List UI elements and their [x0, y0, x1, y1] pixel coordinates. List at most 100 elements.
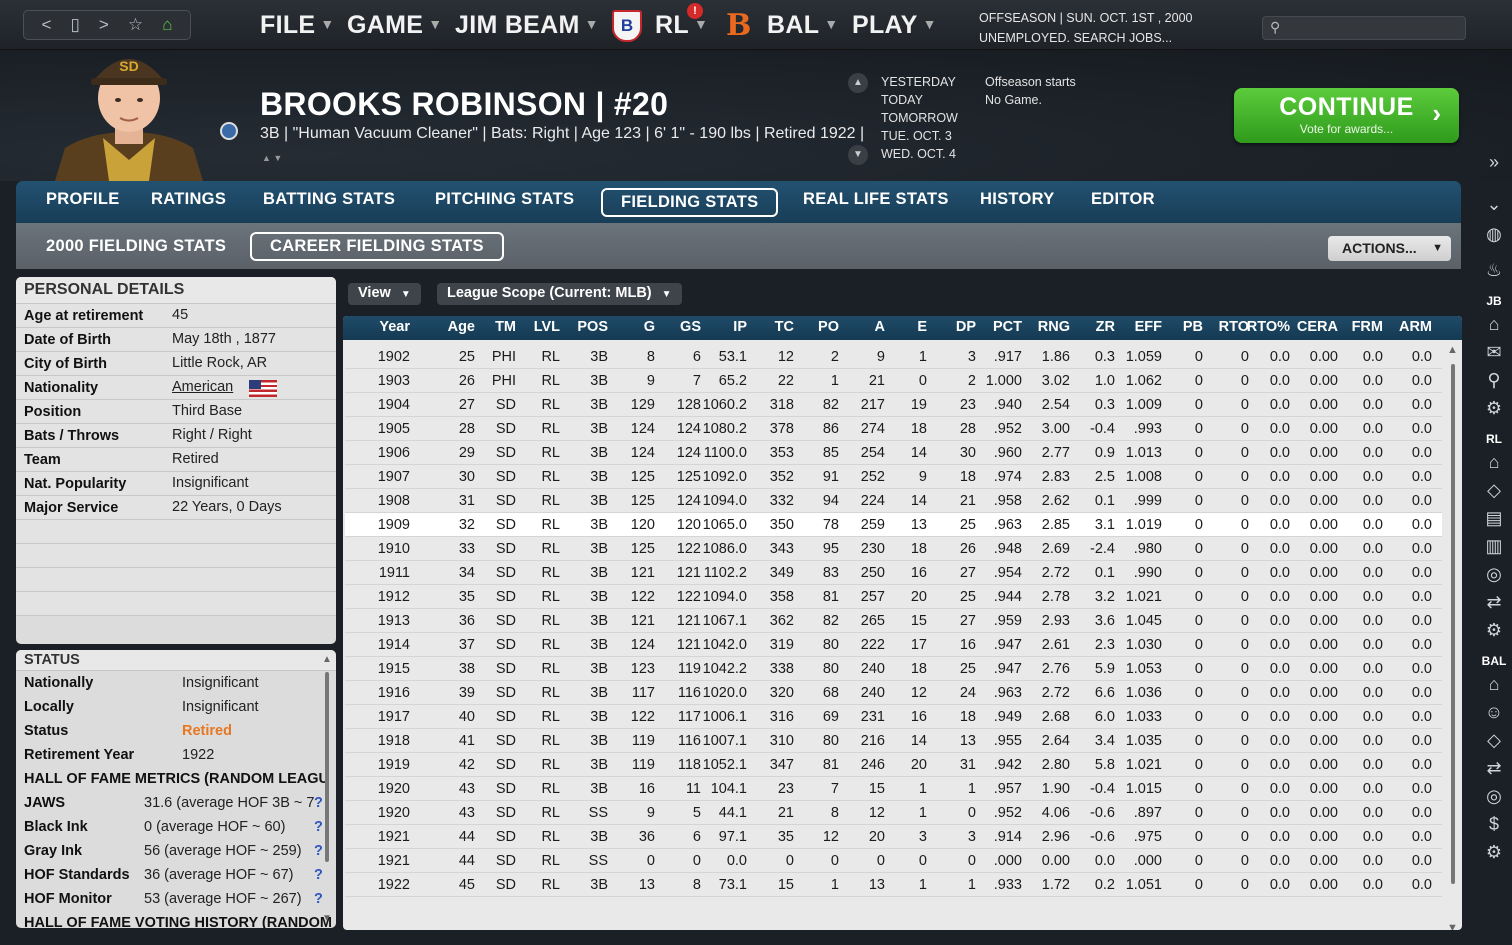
table-row[interactable]: 1921 44 SD RL 3B 36 6 97.1 35 12 20 3 3 .914 2.96 -0.6.… [345, 825, 1442, 849]
gear-icon[interactable]: ⚙ [1485, 620, 1503, 640]
column-header[interactable]: TC [774, 319, 794, 335]
table-row[interactable]: 1917 40 SD RL 3B 122 117 1006.1 316 69 231 16 18 .949… [345, 705, 1442, 729]
column-header[interactable]: G [643, 319, 655, 335]
menu-league[interactable]: RL ▼ [655, 11, 709, 39]
chevron-down-icon[interactable]: ⌄ [1486, 194, 1502, 214]
table-row[interactable]: 1911 34 SD RL 3B 121 121 1102.2 349 83 250 16 27.954… [345, 561, 1442, 585]
table-row[interactable]: 1907 30 SD RL 3B 125 125 1092.0 352 91 252 9 18.974 2… [345, 465, 1442, 489]
table-row[interactable]: 1918 41 SD RL 3B 119 116 1007.1 310 80 216 14 13 .955… [345, 729, 1442, 753]
menu-team[interactable]: BAL ▼ [767, 11, 839, 39]
column-header[interactable]: ZR [1095, 319, 1115, 335]
table-row[interactable]: 1920 43 SD RL SS 9 5 44.1 21 8 12 1 0 .952 4.06 -0.6 .89… [345, 801, 1442, 825]
column-header[interactable]: CERA [1296, 319, 1338, 335]
column-header[interactable]: RTO% [1246, 319, 1290, 335]
column-header[interactable]: Age [447, 319, 475, 335]
lightbulb-icon[interactable]: ♨ [1485, 260, 1503, 280]
table-row[interactable]: 1921 44 SD RL SS 0 0 0.0 0 0 0 0 0.000 0.00 0.0.000 0 0 0… [345, 849, 1442, 873]
day-yesterday[interactable]: YESTERDAY [881, 75, 956, 89]
column-header[interactable]: Year [379, 319, 410, 335]
home-icon[interactable]: ⌂ [1488, 452, 1500, 472]
search-icon[interactable]: ⚲ [1487, 370, 1501, 390]
table-row[interactable]: 1922 45 SD RL 3B 13 8 73.1 15 1 13 1 1 .933 1.72 0.2 1.0… [345, 873, 1442, 897]
scrollbar[interactable]: ▲ ▼ [322, 654, 332, 924]
forward-icon[interactable]: > [98, 15, 109, 34]
bal-logo-icon[interactable]: B [726, 8, 752, 43]
tab-real-life-stats[interactable]: REAL LIFE STATS [803, 190, 949, 208]
roster-icon[interactable]: ☺ [1484, 702, 1504, 722]
home-icon[interactable]: ⌂ [162, 15, 173, 34]
search-input[interactable]: ⚲ [1262, 16, 1466, 40]
table-row[interactable]: 1905 28 SD RL 3B 124 124 1080.2 378 86 274 18 28.952… [345, 417, 1442, 441]
transactions-icon[interactable]: ⇄ [1486, 592, 1502, 612]
chevron-up-icon[interactable]: ▲ [1447, 344, 1458, 356]
menu-play[interactable]: PLAY ▼ [852, 11, 937, 39]
collapse-icon[interactable]: » [1488, 152, 1499, 172]
diamond-icon[interactable]: ◇ [1487, 480, 1501, 500]
column-header[interactable]: GS [680, 319, 701, 335]
column-header[interactable]: PB [1182, 319, 1203, 335]
chevron-down-icon[interactable]: ▼ [322, 913, 332, 924]
window-icon[interactable]: ▯ [70, 15, 80, 34]
home-icon[interactable]: ⌂ [1488, 674, 1500, 694]
help-icon[interactable]: ? [314, 867, 323, 883]
rl-logo-icon[interactable]: B [612, 10, 642, 42]
column-header[interactable]: IP [733, 319, 747, 335]
table-row[interactable]: 1903 26 PHI RL 3B 9 7 65.2 22 1 21 0 2 1.000 3.02 1.0 1.… [345, 369, 1442, 393]
column-header[interactable]: LVL [533, 319, 560, 335]
table-row[interactable]: 1902 25 PHI RL 3B 8 6 53.1 12 2 9 1 3 .917 1.86 0.3 1.05… [345, 345, 1442, 369]
continue-button[interactable]: CONTINUE Vote for awards... › [1234, 88, 1459, 143]
column-header[interactable]: RNG [1037, 319, 1070, 335]
menu-manager[interactable]: JIM BEAM ▼ [455, 11, 599, 39]
tab-profile[interactable]: PROFILE [46, 190, 120, 208]
news-icon[interactable]: ▤ [1485, 508, 1503, 528]
subtab-season-fielding[interactable]: 2000 FIELDING STATS [46, 237, 227, 255]
column-header[interactable]: RTO [1218, 319, 1249, 335]
baseball-icon[interactable]: ◎ [1486, 786, 1502, 806]
star-icon[interactable]: ☆ [127, 15, 144, 34]
tab-pitching-stats[interactable]: PITCHING STATS [435, 190, 575, 208]
table-row[interactable]: 1904 27 SD RL 3B 129 128 1060.2 318 82 217 19 23 .940… [345, 393, 1442, 417]
subtab-career-fielding[interactable]: CAREER FIELDING STATS [250, 232, 504, 261]
gear-icon[interactable]: ⚙ [1485, 842, 1503, 862]
table-row[interactable]: 1914 37 SD RL 3B 124 121 1042.0 319 80 222 17 16 .947… [345, 633, 1442, 657]
season-status[interactable]: OFFSEASON | SUN. OCT. 1ST , 2000 UNEMPLO… [979, 8, 1193, 48]
table-row[interactable]: 1912 35 SD RL 3B 122 122 1094.0 358 81 257 20 25.944… [345, 585, 1442, 609]
table-row[interactable]: 1913 36 SD RL 3B 121 121 1067.1 362 82 265 15 27.959… [345, 609, 1442, 633]
column-header[interactable]: A [874, 319, 885, 335]
help-icon[interactable]: ? [314, 843, 323, 859]
detail-value[interactable]: American [172, 379, 234, 395]
job-status[interactable]: UNEMPLOYED. SEARCH JOBS... [979, 31, 1173, 45]
tab-history[interactable]: HISTORY [980, 190, 1055, 208]
view-dropdown[interactable]: View ▼ [348, 283, 421, 305]
table-row[interactable]: 1909 32 SD RL 3B 120 120 1065.0 350 78 259 13 25.963… [345, 513, 1442, 537]
scroll-thumb[interactable] [325, 672, 329, 862]
column-header[interactable]: TM [495, 319, 516, 335]
scroll-thumb[interactable] [1451, 364, 1455, 884]
column-header[interactable]: ARM [1398, 319, 1432, 335]
table-row[interactable]: 1920 43 SD RL 3B 16 11 104.1 23 7 15 1 1.957 1.90 -0.4… [345, 777, 1442, 801]
chevron-up-icon[interactable]: ▲ [322, 654, 332, 665]
help-icon[interactable]: ? [314, 891, 323, 907]
tab-fielding-stats[interactable]: FIELDING STATS [601, 188, 779, 217]
dollar-icon[interactable]: $ [1488, 814, 1499, 834]
chevron-down-icon[interactable]: ▼ [1447, 922, 1458, 930]
menu-game[interactable]: GAME ▼ [347, 11, 443, 39]
globe-icon[interactable] [220, 122, 238, 140]
column-header[interactable]: DP [955, 319, 976, 335]
table-row[interactable]: 1916 39 SD RL 3B 117 116 1020.0 320 68 240 12 24 .963… [345, 681, 1442, 705]
league-scope-dropdown[interactable]: League Scope (Current: MLB) ▼ [437, 283, 682, 305]
chevron-up-icon[interactable]: ▲ [848, 73, 868, 93]
mail-icon[interactable]: ✉ [1486, 342, 1502, 362]
table-row[interactable]: 1919 42 SD RL 3B 119 118 1052.1 347 81 246 20 31 .942… [345, 753, 1442, 777]
tab-ratings[interactable]: RATINGS [151, 190, 227, 208]
globe-icon[interactable]: ◍ [1486, 224, 1502, 244]
column-header[interactable]: PO [818, 319, 839, 335]
home-icon[interactable]: ⌂ [1488, 314, 1500, 334]
help-icon[interactable]: ? [314, 819, 323, 835]
bar-chart-icon[interactable]: ▥ [1485, 536, 1503, 556]
table-row[interactable]: 1908 31 SD RL 3B 125 124 1094.0 332 94 224 14 21 .958… [345, 489, 1442, 513]
menu-file[interactable]: FILE ▼ [260, 11, 335, 39]
actions-dropdown[interactable]: ACTIONS... ▼ [1328, 236, 1451, 261]
day-tomorrow[interactable]: TOMORROW [881, 111, 958, 125]
gear-icon[interactable]: ⚙ [1485, 398, 1503, 418]
